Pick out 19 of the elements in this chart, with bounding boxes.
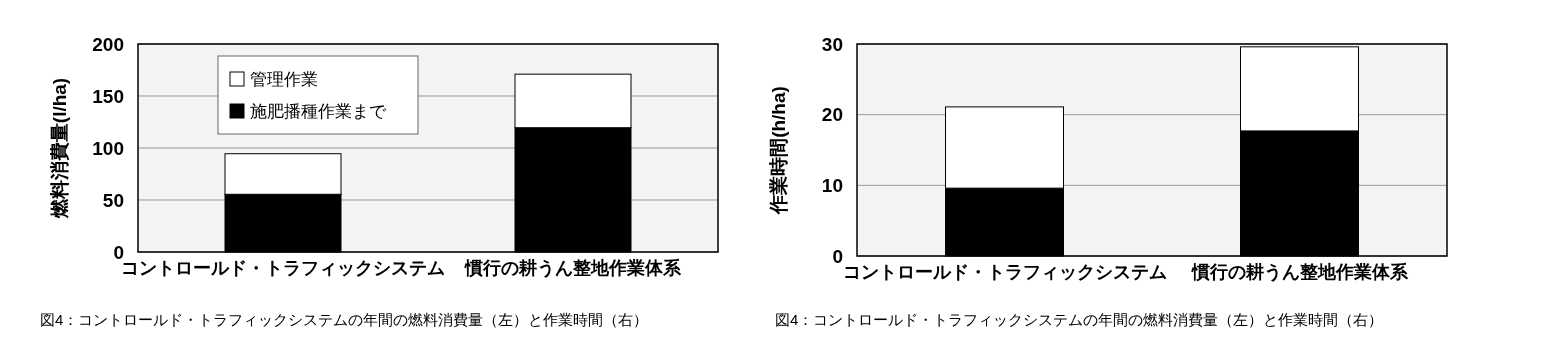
y-tick-label: 50 [102, 189, 124, 211]
x-tick-label: 慣行の耕うん整地作業体系 [464, 258, 682, 278]
caption: 図4：コントロールド・トラフィックシステムの年間の燃料消費量（左）と作業時間（右） [40, 311, 649, 328]
y-axis-title: 燃料消費量(l/ha) [49, 77, 70, 220]
y-axis-title: 作業時間(h/ha) [768, 86, 789, 215]
y-tick-label: 0 [113, 241, 124, 263]
legend-label: 施肥播種作業まで [250, 101, 387, 121]
x-tick-label: コントロールド・トラフィックシステム [842, 262, 1167, 282]
caption: 図4：コントロールド・トラフィックシステムの年間の燃料消費量（左）と作業時間（右） [775, 311, 1384, 328]
y-tick-label: 30 [821, 33, 843, 55]
y-tick-label: 200 [92, 33, 124, 55]
x-tick-label: コントロールド・トラフィックシステム [121, 258, 445, 278]
y-tick-label: 20 [821, 104, 843, 126]
y-tick-label: 0 [832, 245, 843, 267]
x-tick-label: 慣行の耕うん整地作業体系 [1190, 262, 1409, 282]
y-tick-label: 10 [821, 174, 843, 196]
legend-label: 管理作業 [250, 69, 318, 89]
y-tick-label: 150 [92, 85, 124, 107]
y-tick-label: 100 [92, 137, 124, 159]
